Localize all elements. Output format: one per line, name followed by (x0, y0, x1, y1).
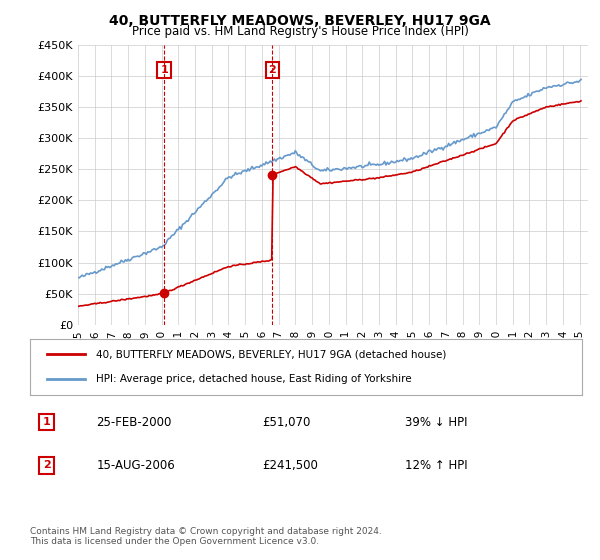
Text: Price paid vs. HM Land Registry's House Price Index (HPI): Price paid vs. HM Land Registry's House … (131, 25, 469, 38)
Text: 15-AUG-2006: 15-AUG-2006 (96, 459, 175, 472)
Text: 40, BUTTERFLY MEADOWS, BEVERLEY, HU17 9GA (detached house): 40, BUTTERFLY MEADOWS, BEVERLEY, HU17 9G… (96, 349, 446, 360)
Text: 2: 2 (43, 460, 50, 470)
Text: 2: 2 (268, 65, 276, 75)
Text: 1: 1 (43, 417, 50, 427)
Text: £241,500: £241,500 (262, 459, 318, 472)
Text: 40, BUTTERFLY MEADOWS, BEVERLEY, HU17 9GA: 40, BUTTERFLY MEADOWS, BEVERLEY, HU17 9G… (109, 14, 491, 28)
Text: Contains HM Land Registry data © Crown copyright and database right 2024.
This d: Contains HM Land Registry data © Crown c… (30, 526, 382, 546)
Text: 1: 1 (160, 65, 168, 75)
Text: £51,070: £51,070 (262, 416, 310, 428)
Text: HPI: Average price, detached house, East Riding of Yorkshire: HPI: Average price, detached house, East… (96, 374, 412, 384)
Text: 12% ↑ HPI: 12% ↑ HPI (406, 459, 468, 472)
Text: 39% ↓ HPI: 39% ↓ HPI (406, 416, 468, 428)
Text: 25-FEB-2000: 25-FEB-2000 (96, 416, 172, 428)
